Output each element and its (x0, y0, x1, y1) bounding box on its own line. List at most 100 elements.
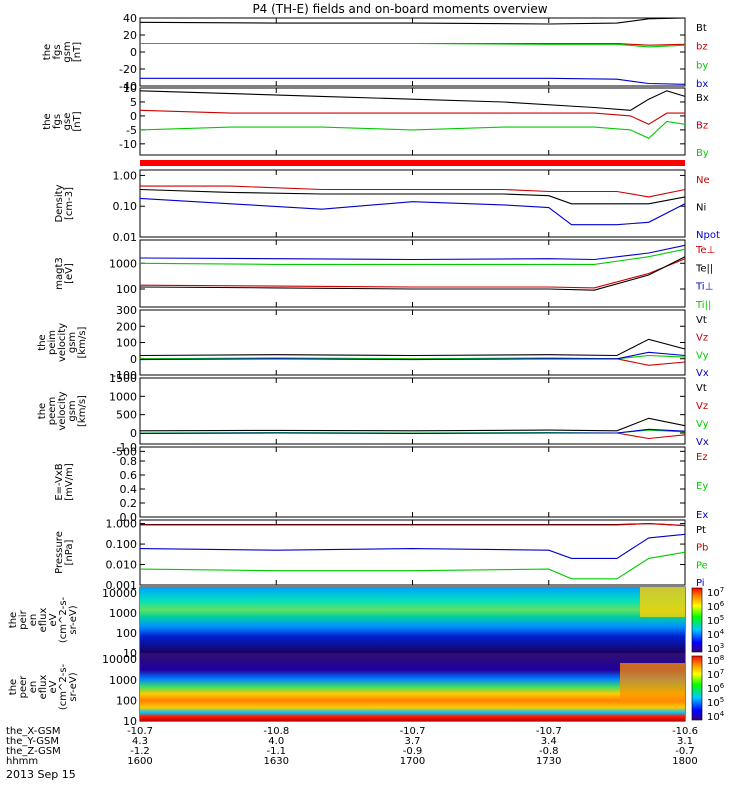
legend-Vz: Vz (696, 333, 708, 344)
y-tick-label: 100 (116, 283, 137, 296)
y-tick-label: 10 (123, 647, 137, 660)
y-axis-label: [km/s] (77, 326, 88, 358)
series-line-Pe (139, 551, 686, 580)
series-line-bx (140, 77, 686, 85)
y-axis-label: (cm^2-s- (58, 596, 69, 643)
legend-Vy: Vy (696, 419, 709, 430)
y-tick-label: 0 (130, 353, 137, 366)
ephemeris-value: 3.1 (677, 736, 693, 747)
y-axis-label: the (8, 679, 19, 695)
y-axis-label: peem (47, 397, 58, 425)
panel-4: 1000 100 magt3 [eV] Te⊥ Te|| Ti⊥ Ti|| (54, 239, 715, 311)
y-tick-label: 100 (116, 337, 137, 350)
legend-Pt: Pt (696, 525, 706, 536)
legend-Ey: Ey (696, 481, 708, 492)
legend-Ni: Ni (696, 203, 706, 214)
series-line-by (140, 42, 686, 48)
series-line-Ti|| (139, 248, 686, 265)
legend-Vt: Vt (696, 315, 707, 326)
ephemeris-row-label: the_X-GSM (6, 726, 60, 737)
plot-title: P4 (TH-E) fields and on-board moments ov… (252, 2, 547, 16)
series-line-Vx (139, 428, 686, 434)
y-tick-label: -20 (119, 63, 137, 76)
y-tick-label: 300 (116, 304, 137, 317)
series-line-Te|| (139, 256, 686, 291)
y-axis-label: the (37, 403, 48, 419)
y-axis-label: fgs (52, 44, 63, 59)
electron-spectrogram-event (620, 663, 685, 703)
colorbar-tick-label: 105 (707, 614, 724, 627)
colorbar-tick-label: 107 (707, 668, 724, 681)
colorbar-tick-label: 106 (707, 600, 725, 613)
ephemeris-row-label: the_Z-GSM (6, 746, 61, 757)
y-tick-label: 1000 (109, 390, 137, 403)
y-tick-label: 0.2 (120, 497, 138, 510)
panel-frame (139, 309, 686, 376)
series-line-Bx (139, 90, 686, 111)
y-tick-label: 0 (130, 427, 137, 440)
legend-Pi: Pi (696, 578, 705, 589)
legend-Pb: Pb (696, 543, 708, 554)
panel-frame (139, 446, 686, 518)
y-tick-label: 10 (123, 715, 137, 728)
y-axis-label: velocity (57, 323, 68, 362)
series-line-Npot (139, 197, 686, 226)
y-axis-label: Pressure (54, 531, 65, 574)
y-axis-label: the (42, 113, 53, 129)
colorbar-tick-label: 107 (707, 586, 724, 599)
electron-colorbar (691, 655, 703, 721)
ephemeris-value: 3.4 (541, 736, 557, 747)
ephemeris-block: the_X-GSM -10.7 -10.8 -10.7 -10.7 -10.6 the_Y-… (6, 726, 698, 767)
legend-Ti||: Ti|| (695, 300, 711, 311)
colorbar-tick-label: 104 (707, 710, 725, 723)
legend-Ez: Ez (696, 452, 708, 463)
ephemeris-value: -1.1 (266, 746, 286, 757)
y-tick-label: 0.4 (120, 483, 138, 496)
y-tick-label: 0.010 (106, 559, 138, 572)
y-tick-label: -500 (112, 445, 137, 458)
ephemeris-value: 4.3 (132, 736, 148, 747)
y-tick-label: 0.100 (106, 538, 138, 551)
legend-Ti⊥: Ti⊥ (695, 282, 713, 293)
y-tick-label: 1000 (109, 607, 137, 620)
legend-Ex: Ex (696, 510, 708, 521)
electron-spectrogram-image (140, 653, 685, 721)
legend-Te||: Te|| (695, 263, 713, 274)
y-axis-label: fgs (52, 114, 63, 129)
series-line-By (139, 120, 686, 139)
ephemeris-value: 1630 (264, 756, 289, 767)
panel-6: 1500 1000 500 0 -500 the peem velocity gsm [km/s]… (37, 372, 709, 458)
y-axis-label: the (37, 334, 48, 350)
panel-frame (139, 239, 686, 308)
y-axis-label: en (28, 614, 39, 627)
colorbar-tick-label: 108 (707, 654, 724, 667)
y-axis-label: gsm (67, 400, 78, 421)
y-tick-label: 1000 (109, 257, 137, 270)
y-tick-label: 100 (116, 627, 137, 640)
panel-5: 300 200 100 0 -100 the peim velocity gsm [km/s] Vt… (37, 304, 709, 382)
y-tick-label: 5 (130, 96, 137, 109)
legend-by: by (696, 60, 708, 71)
legend-Vx: Vx (696, 437, 709, 448)
legend-bx: bx (696, 79, 708, 90)
y-tick-label: 10000 (102, 653, 137, 666)
y-axis-label: eflux (38, 608, 49, 633)
y-tick-label: 0.01 (113, 231, 138, 244)
legend-Npot: Npot (696, 230, 720, 241)
panel-frame (139, 519, 686, 586)
ephemeris-value: -10.8 (263, 726, 289, 737)
legend-Bt: Bt (696, 23, 707, 34)
ion-spectrogram-image (140, 587, 685, 653)
ephemeris-value: 4.0 (268, 736, 284, 747)
quality-flag-bar (140, 160, 685, 166)
ephemeris-value: 1600 (127, 756, 152, 767)
y-axis-label: E=-VxB (54, 463, 65, 500)
y-axis-label: eV (48, 680, 59, 693)
y-tick-label: -10 (119, 138, 137, 151)
y-tick-label: 100 (116, 694, 137, 707)
series-line-Vt (139, 417, 686, 432)
panel-frame (139, 17, 686, 87)
y-axis-label: gsm (62, 41, 73, 62)
